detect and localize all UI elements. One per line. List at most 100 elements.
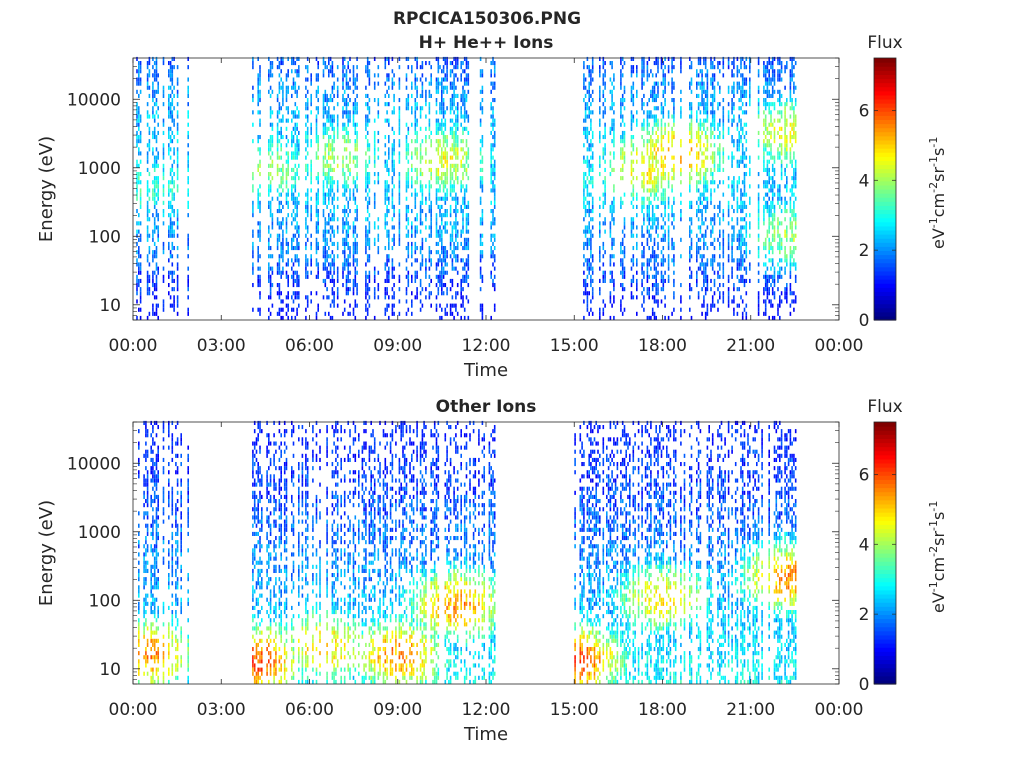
- flux-cell: [345, 163, 348, 168]
- flux-cell: [653, 250, 656, 255]
- flux-cell: [425, 147, 427, 152]
- flux-cell: [414, 241, 417, 246]
- flux-cell: [296, 221, 298, 226]
- flux-cell: [493, 73, 496, 78]
- flux-cell: [349, 114, 351, 119]
- flux-cell: [673, 196, 675, 201]
- flux-cell: [481, 184, 484, 189]
- flux-cell: [259, 110, 261, 115]
- flux-cell: [365, 278, 367, 283]
- flux-cell: [425, 287, 427, 292]
- flux-cell: [584, 85, 587, 90]
- flux-cell: [365, 151, 367, 156]
- flux-cell: [462, 200, 464, 205]
- flux-cell: [296, 143, 298, 148]
- flux-cell: [373, 274, 376, 279]
- flux-cell: [373, 192, 376, 197]
- flux-cell: [719, 61, 721, 66]
- flux-cell: [331, 217, 334, 222]
- flux-cell: [315, 262, 318, 267]
- flux-cell: [430, 167, 432, 172]
- flux-cell: [660, 213, 663, 218]
- flux-cell: [667, 217, 670, 222]
- flux-cell: [733, 192, 735, 197]
- flux-cell: [632, 204, 635, 209]
- flux-cell: [329, 69, 332, 74]
- flux-cell: [442, 246, 445, 251]
- flux-cell: [377, 270, 380, 275]
- flux-cell: [329, 135, 332, 140]
- flux-cell: [711, 295, 714, 300]
- flux-cell: [731, 122, 733, 127]
- flux-cell: [428, 180, 431, 185]
- flux-cell: [706, 73, 709, 78]
- flux-cell: [257, 204, 259, 209]
- flux-cell: [453, 77, 455, 82]
- flux-cell: [136, 241, 138, 246]
- flux-cell: [259, 192, 261, 197]
- flux-cell: [292, 61, 295, 66]
- flux-cell: [324, 61, 327, 66]
- flux-cell: [310, 196, 312, 201]
- flux-cell: [733, 184, 735, 189]
- flux-cell: [641, 291, 643, 296]
- flux-cell: [306, 204, 309, 209]
- flux-cell: [664, 126, 666, 131]
- flux-cell: [257, 258, 259, 263]
- flux-cell: [296, 311, 298, 316]
- flux-cell: [148, 196, 151, 201]
- flux-cell: [176, 176, 179, 181]
- flux-cell: [430, 229, 432, 234]
- flux-cell: [660, 143, 663, 148]
- flux-cell: [146, 315, 149, 320]
- flux-cell: [441, 89, 443, 94]
- flux-cell: [604, 61, 606, 66]
- flux-cell: [349, 159, 351, 164]
- flux-cell: [492, 283, 494, 288]
- flux-cell: [292, 299, 295, 304]
- flux-cell: [460, 315, 462, 320]
- flux-cell: [328, 246, 330, 251]
- flux-cell: [294, 69, 297, 74]
- flux-cell: [479, 200, 482, 205]
- flux-cell: [366, 73, 369, 78]
- flux-cell: [354, 258, 357, 263]
- flux-cell: [336, 85, 339, 90]
- flux-cell: [465, 81, 468, 86]
- flux-cell: [155, 192, 158, 197]
- flux-cell: [430, 262, 432, 267]
- flux-cell: [333, 118, 335, 123]
- flux-cell: [259, 283, 261, 288]
- flux-cell: [391, 151, 394, 156]
- flux-cell: [449, 303, 452, 308]
- flux-cell: [630, 163, 633, 168]
- flux-cell: [460, 147, 462, 152]
- flux-cell: [306, 225, 309, 230]
- flux-cell: [356, 65, 358, 70]
- flux-cell: [354, 110, 357, 115]
- flux-cell: [706, 307, 709, 312]
- flux-cell: [296, 274, 298, 279]
- flux-cell: [481, 143, 484, 148]
- flux-cell: [602, 61, 605, 66]
- flux-cell: [453, 196, 455, 201]
- flux-cell: [139, 159, 142, 164]
- flux-cell: [414, 192, 417, 197]
- flux-cell: [136, 229, 138, 234]
- flux-cell: [648, 188, 650, 193]
- flux-cell: [388, 254, 390, 259]
- flux-cell: [384, 311, 387, 316]
- flux-cell: [441, 110, 443, 115]
- flux-cell: [373, 225, 376, 230]
- flux-cell: [591, 110, 594, 115]
- flux-cell: [602, 147, 605, 152]
- flux-cell: [368, 143, 371, 148]
- flux-cell: [187, 295, 189, 300]
- flux-cell: [352, 159, 355, 164]
- flux-cell: [296, 56, 298, 61]
- flux-cell: [620, 200, 622, 205]
- flux-cell: [441, 98, 443, 103]
- flux-cell: [697, 295, 700, 300]
- flux-cell: [630, 98, 633, 103]
- flux-cell: [326, 184, 328, 189]
